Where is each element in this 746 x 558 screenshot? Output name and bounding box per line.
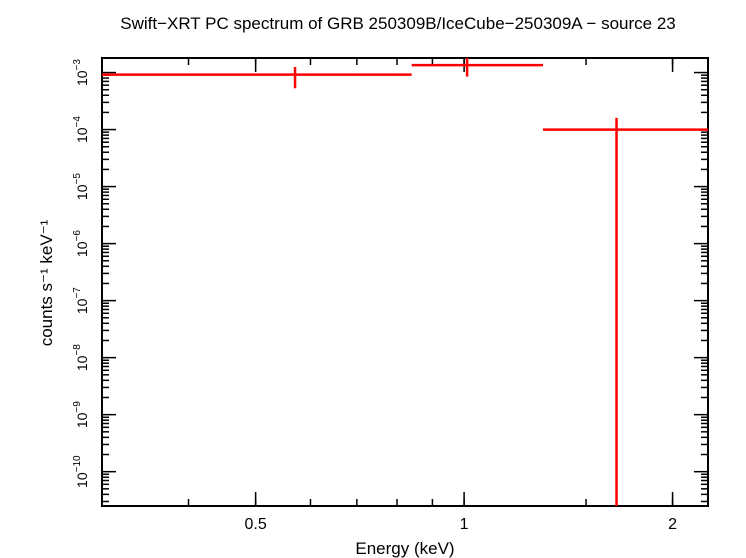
- x-tick-label: 0.5: [245, 516, 267, 533]
- y-tick-exponent: −5: [72, 173, 83, 185]
- x-tick-label: 2: [668, 516, 677, 533]
- y-tick-exponent: −10: [72, 455, 83, 472]
- y-tick-mantissa: 10: [74, 298, 90, 314]
- data-series: [102, 58, 708, 506]
- y-axis-label: counts s⁻¹ keV⁻¹: [37, 219, 56, 346]
- y-tick-mantissa: 10: [74, 127, 90, 143]
- y-tick-exponent: −4: [72, 116, 83, 128]
- x-axis-label: Energy (keV): [355, 539, 454, 558]
- y-tick-mantissa: 10: [74, 241, 90, 257]
- y-tick-mantissa: 10: [74, 412, 90, 428]
- y-tick-label: 10−9: [72, 401, 90, 428]
- y-tick-label: 10−3: [72, 59, 90, 86]
- y-tick-exponent: −6: [72, 230, 83, 242]
- y-tick-exponent: −8: [72, 344, 83, 356]
- y-tick-label: 10−4: [72, 116, 90, 143]
- y-tick-label: 10−8: [72, 344, 90, 371]
- x-tick-label: 1: [460, 516, 469, 533]
- y-tick-exponent: −7: [72, 287, 83, 299]
- y-tick-exponent: −3: [72, 59, 83, 71]
- y-tick-label: 10−5: [72, 173, 90, 200]
- y-tick-mantissa: 10: [74, 355, 90, 371]
- chart-title: Swift−XRT PC spectrum of GRB 250309B/Ice…: [120, 14, 676, 33]
- y-tick-label: 10−7: [72, 287, 90, 314]
- y-tick-mantissa: 10: [74, 472, 90, 488]
- y-tick-exponent: −9: [72, 401, 83, 413]
- y-tick-mantissa: 10: [74, 70, 90, 86]
- y-tick-label: 10−10: [72, 455, 90, 488]
- x-axis-ticks: 0.5 1 2: [101, 58, 677, 533]
- y-tick-label: 10−6: [72, 230, 90, 257]
- plot-frame: [101, 57, 709, 507]
- y-tick-mantissa: 10: [74, 184, 90, 200]
